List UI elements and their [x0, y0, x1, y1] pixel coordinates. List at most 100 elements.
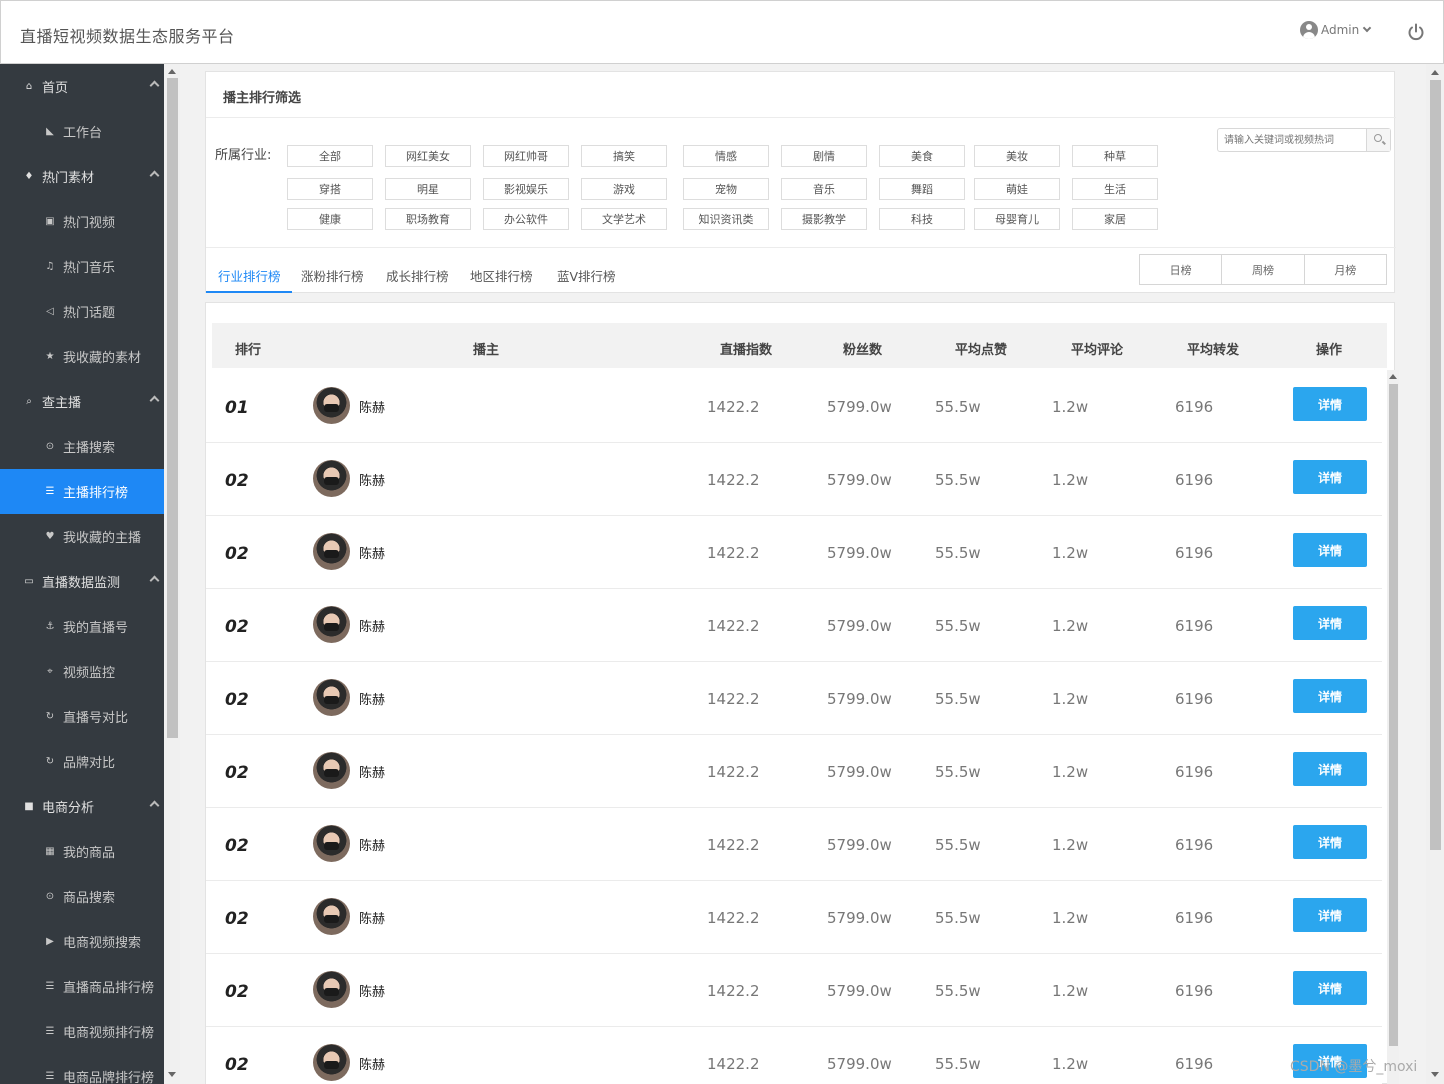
detail-button[interactable]: 详情: [1293, 606, 1367, 640]
period-month[interactable]: 月榜: [1334, 263, 1357, 277]
avatar[interactable]: [313, 971, 350, 1008]
sidebar-item[interactable]: ▭ 直播数据监测: [0, 559, 164, 604]
sidebar-item[interactable]: ☰ 直播商品排行榜: [0, 964, 164, 1009]
industry-option[interactable]: 明星: [385, 178, 471, 200]
scroll-down-arrow[interactable]: [1431, 1072, 1439, 1077]
industry-option[interactable]: 剧情: [781, 145, 867, 167]
industry-option[interactable]: 文学艺术: [581, 208, 667, 230]
scroll-thumb[interactable]: [1430, 80, 1441, 850]
avatar[interactable]: [313, 387, 350, 424]
anchor-name[interactable]: 陈赫: [359, 401, 386, 416]
industry-option[interactable]: 办公软件: [483, 208, 569, 230]
sidebar-item[interactable]: ☰ 电商视频排行榜: [0, 1009, 164, 1054]
sidebar-item[interactable]: ♥ 我收藏的主播: [0, 514, 164, 559]
industry-option[interactable]: 情感: [683, 145, 769, 167]
anchor-name[interactable]: 陈赫: [359, 620, 386, 635]
industry-option[interactable]: 健康: [287, 208, 373, 230]
industry-option[interactable]: 美食: [879, 145, 965, 167]
industry-option[interactable]: 游戏: [581, 178, 667, 200]
scroll-up-arrow[interactable]: [168, 69, 176, 74]
detail-button[interactable]: 详情: [1293, 752, 1367, 786]
detail-button[interactable]: 详情: [1293, 679, 1367, 713]
tab-ranking[interactable]: 行业排行榜: [218, 269, 281, 284]
page-scrollbar[interactable]: [1426, 64, 1444, 1084]
sidebar-item[interactable]: ⚓ 我的直播号: [0, 604, 164, 649]
scroll-up-arrow[interactable]: [1389, 374, 1397, 379]
scroll-down-arrow[interactable]: [168, 1072, 176, 1077]
industry-option[interactable]: 搞笑: [581, 145, 667, 167]
anchor-name[interactable]: 陈赫: [359, 912, 386, 927]
avatar[interactable]: [313, 606, 350, 643]
avatar[interactable]: [313, 460, 350, 497]
sidebar-item[interactable]: ⊙ 商品搜索: [0, 874, 164, 919]
period-day[interactable]: 日榜: [1140, 255, 1223, 284]
table-scrollbar[interactable]: [1387, 370, 1399, 1084]
tab-ranking[interactable]: 地区排行榜: [470, 269, 533, 284]
industry-option[interactable]: 美妆: [974, 145, 1060, 167]
sidebar-item[interactable]: ◁ 热门话题: [0, 289, 164, 334]
industry-option[interactable]: 宠物: [683, 178, 769, 200]
power-icon[interactable]: [1407, 23, 1425, 41]
industry-option[interactable]: 摄影教学: [781, 208, 867, 230]
industry-option[interactable]: 家居: [1072, 208, 1158, 230]
tab-ranking[interactable]: 蓝V排行榜: [557, 269, 616, 284]
sidebar-item[interactable]: ■ 电商分析: [0, 784, 164, 829]
sidebar-item[interactable]: ♫ 热门音乐: [0, 244, 164, 289]
sidebar-item[interactable]: ▦ 我的商品: [0, 829, 164, 874]
industry-option[interactable]: 职场教育: [385, 208, 471, 230]
industry-option[interactable]: 种草: [1072, 145, 1158, 167]
sidebar-item[interactable]: ↻ 品牌对比: [0, 739, 164, 784]
sidebar-item[interactable]: ☰ 主播排行榜: [0, 469, 164, 514]
sidebar-item[interactable]: ♦ 热门素材: [0, 154, 164, 199]
sidebar-item[interactable]: ☰ 电商品牌排行榜: [0, 1054, 164, 1084]
tab-ranking[interactable]: 涨粉排行榜: [301, 269, 364, 284]
industry-option[interactable]: 全部: [287, 145, 373, 167]
search-input[interactable]: [1218, 129, 1364, 151]
industry-option[interactable]: 母婴育儿: [974, 208, 1060, 230]
detail-button[interactable]: 详情: [1293, 387, 1367, 421]
anchor-name[interactable]: 陈赫: [359, 985, 386, 1000]
avatar[interactable]: [313, 752, 350, 789]
scroll-thumb[interactable]: [167, 78, 178, 738]
anchor-name[interactable]: 陈赫: [359, 1058, 386, 1073]
detail-button[interactable]: 详情: [1293, 971, 1367, 1005]
industry-option[interactable]: 穿搭: [287, 178, 373, 200]
period-week[interactable]: 周榜: [1222, 255, 1305, 284]
avatar[interactable]: [313, 825, 350, 862]
industry-option[interactable]: 知识资讯类: [683, 208, 769, 230]
sidebar-item[interactable]: ◣ 工作台: [0, 109, 164, 154]
search-button[interactable]: [1366, 129, 1390, 151]
user-menu[interactable]: Admin: [1300, 21, 1372, 39]
sidebar-item[interactable]: ⌂ 首页: [0, 64, 164, 109]
industry-option[interactable]: 舞蹈: [879, 178, 965, 200]
sidebar-item[interactable]: ▣ 热门视频: [0, 199, 164, 244]
detail-button[interactable]: 详情: [1293, 825, 1367, 859]
detail-button[interactable]: 详情: [1293, 898, 1367, 932]
sidebar-item[interactable]: ⊙ 主播搜索: [0, 424, 164, 469]
anchor-name[interactable]: 陈赫: [359, 547, 386, 562]
detail-button[interactable]: 详情: [1293, 1044, 1367, 1078]
avatar[interactable]: [313, 898, 350, 935]
sidebar-scrollbar[interactable]: [164, 64, 180, 1084]
sidebar-item[interactable]: ↻ 直播号对比: [0, 694, 164, 739]
industry-option[interactable]: 网红美女: [385, 145, 471, 167]
industry-option[interactable]: 音乐: [781, 178, 867, 200]
industry-option[interactable]: 网红帅哥: [483, 145, 569, 167]
industry-option[interactable]: 萌娃: [974, 178, 1060, 200]
detail-button[interactable]: 详情: [1293, 460, 1367, 494]
scroll-thumb[interactable]: [1389, 384, 1398, 1046]
scroll-up-arrow[interactable]: [1431, 70, 1439, 75]
industry-option[interactable]: 科技: [879, 208, 965, 230]
sidebar-item[interactable]: ⌖ 视频监控: [0, 649, 164, 694]
anchor-name[interactable]: 陈赫: [359, 474, 386, 489]
industry-option[interactable]: 影视娱乐: [483, 178, 569, 200]
industry-option[interactable]: 生活: [1072, 178, 1158, 200]
sidebar-item[interactable]: ▶ 电商视频搜索: [0, 919, 164, 964]
anchor-name[interactable]: 陈赫: [359, 693, 386, 708]
sidebar-item[interactable]: ★ 我收藏的素材: [0, 334, 164, 379]
avatar[interactable]: [313, 679, 350, 716]
anchor-name[interactable]: 陈赫: [359, 839, 386, 854]
avatar[interactable]: [313, 533, 350, 570]
avatar[interactable]: [313, 1044, 350, 1081]
detail-button[interactable]: 详情: [1293, 533, 1367, 567]
